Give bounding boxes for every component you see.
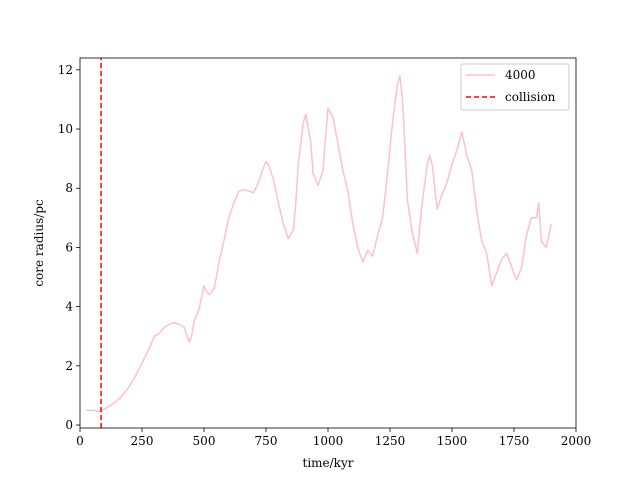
- x-tick-label: 1500: [437, 434, 468, 448]
- x-tick-label: 2000: [561, 434, 592, 448]
- y-tick-label: 4: [65, 300, 73, 314]
- y-tick-label: 2: [65, 359, 73, 373]
- y-tick-label: 0: [65, 418, 73, 432]
- series-layer: [86, 58, 552, 428]
- series-line-4000: [86, 75, 552, 413]
- ticks-layer: 0 250 500 750 1000 1250 1500 1750 2000 0 2 4 6 8 10 12: [58, 63, 592, 448]
- y-tick-label: 12: [58, 63, 73, 77]
- x-tick-label: 1750: [499, 434, 530, 448]
- x-tick-label: 250: [131, 434, 154, 448]
- legend: 4000 collision: [460, 63, 570, 111]
- x-tick-label: 1000: [313, 434, 344, 448]
- y-tick-label: 10: [58, 122, 73, 136]
- x-tick-label: 0: [76, 434, 84, 448]
- x-tick-label: 750: [255, 434, 278, 448]
- y-axis-label: core radius/pc: [32, 199, 46, 287]
- x-tick-label: 1250: [375, 434, 406, 448]
- y-tick-label: 8: [65, 181, 73, 195]
- x-axis-label: time/kyr: [303, 456, 354, 470]
- y-tick-label: 6: [65, 240, 73, 254]
- legend-label-collision: collision: [505, 90, 556, 104]
- x-tick-label: 500: [193, 434, 216, 448]
- legend-label-4000: 4000: [505, 68, 536, 82]
